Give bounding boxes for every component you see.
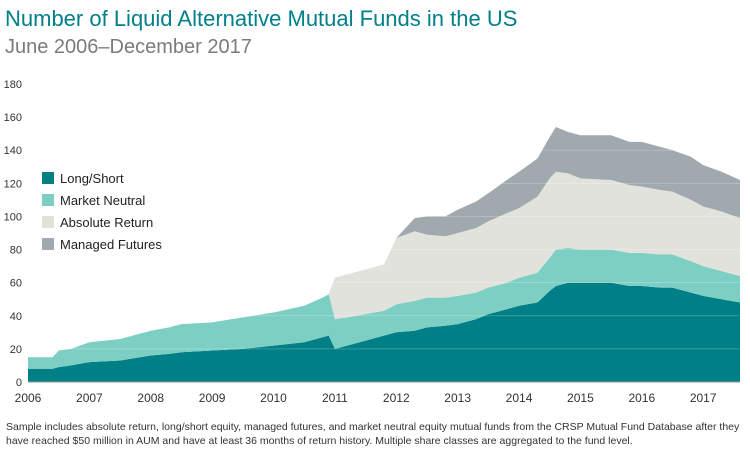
x-tick-label: 2008 [137, 391, 164, 405]
x-tick-label: 2012 [383, 391, 410, 405]
legend-swatch [42, 238, 54, 250]
x-tick-label: 2014 [506, 391, 533, 405]
chart-subtitle: June 2006–December 2017 [5, 36, 252, 58]
x-tick-label: 2013 [444, 391, 471, 405]
area-managed-futures [28, 127, 740, 358]
area-absolute-return [28, 171, 740, 358]
x-tick-label: 2017 [690, 391, 717, 405]
legend-label: Managed Futures [60, 237, 162, 252]
legend-swatch [42, 194, 54, 206]
y-tick-label: 100 [4, 211, 22, 223]
area-layers [28, 127, 740, 382]
y-tick-label: 180 [4, 79, 22, 91]
legend-label: Absolute Return [60, 215, 153, 230]
x-tick-label: 2016 [628, 391, 655, 405]
legend-swatch [42, 172, 54, 184]
x-tick-label: 2007 [76, 391, 103, 405]
area-long-short [28, 282, 740, 382]
y-tick-label: 160 [4, 112, 22, 124]
x-tick-label: 2010 [260, 391, 287, 405]
y-axis-ticks: 0 20 40 60 80 100 120 140 160 180 [4, 79, 22, 389]
area-market-neutral [28, 247, 740, 369]
footnote: Sample includes absolute return, long/sh… [6, 421, 740, 447]
x-tick-label: 2015 [567, 391, 594, 405]
y-tick-label: 60 [10, 278, 22, 290]
chart-title: Number of Liquid Alternative Mutual Fund… [5, 6, 518, 31]
y-tick-label: 0 [16, 377, 22, 389]
legend: Long/Short Market Neutral Absolute Return M… [42, 171, 162, 252]
y-tick-label: 120 [4, 178, 22, 190]
x-axis-ticks: 2006 2007 2008 2009 2010 2011 2012 2013 2014 2015… [15, 391, 717, 405]
y-tick-label: 140 [4, 145, 22, 157]
y-tick-label: 80 [10, 245, 22, 257]
y-tick-label: 20 [10, 344, 22, 356]
x-tick-label: 2011 [322, 391, 348, 405]
y-tick-label: 40 [10, 311, 22, 323]
x-tick-label: 2006 [15, 391, 42, 405]
y-gridlines [28, 83, 740, 383]
legend-label: Long/Short [60, 171, 124, 186]
x-tick-label: 2009 [199, 391, 226, 405]
legend-label: Market Neutral [60, 193, 145, 208]
legend-swatch [42, 216, 54, 228]
